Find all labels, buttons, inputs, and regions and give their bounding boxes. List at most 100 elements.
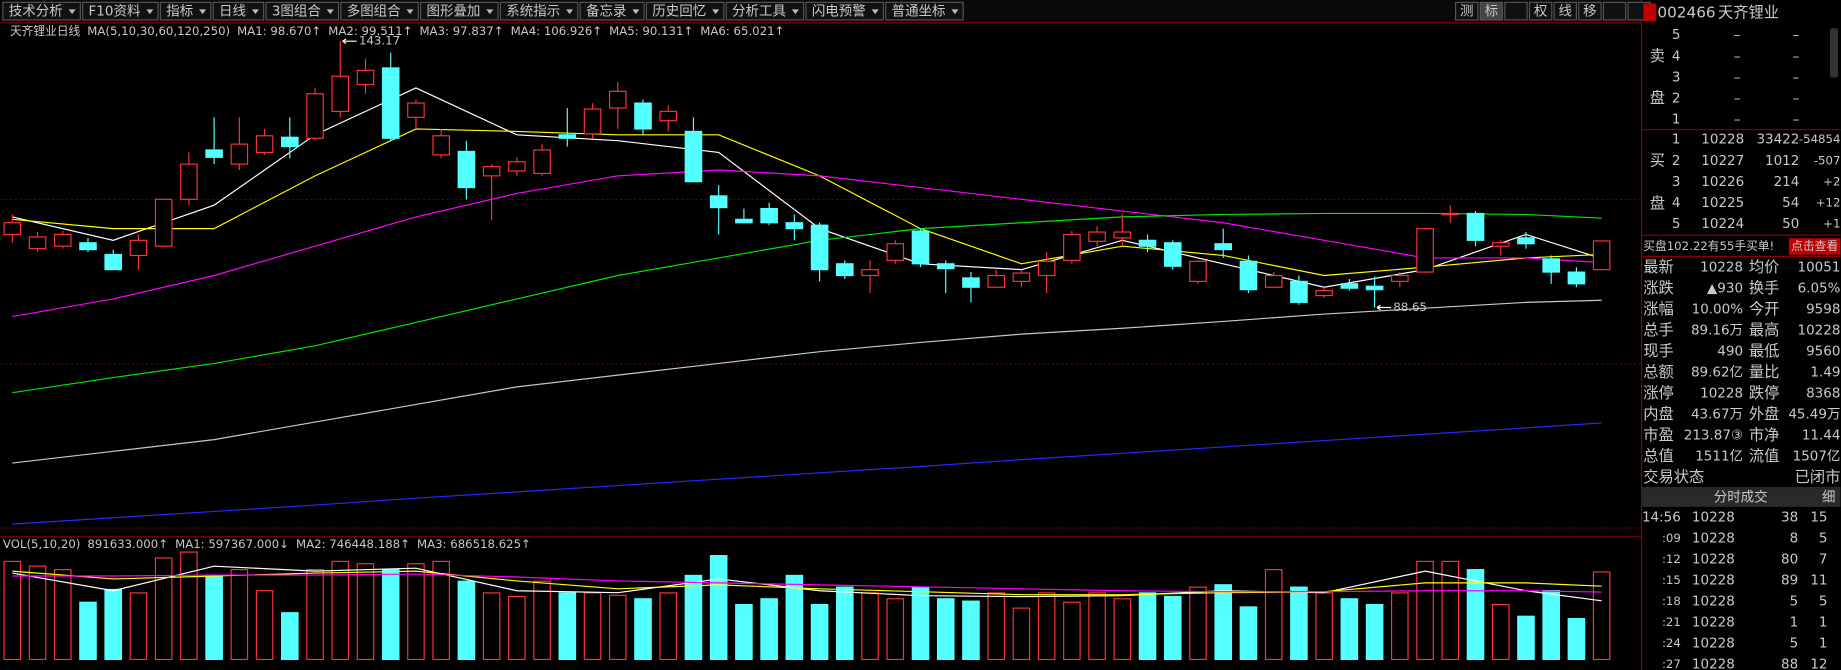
tool-button[interactable]: 线	[1553, 1, 1578, 21]
candle-body	[1088, 231, 1106, 242]
tool-icon[interactable]	[1504, 1, 1528, 21]
button-frame	[265, 1, 340, 21]
quote-text: –	[1734, 112, 1741, 128]
quote-text: 10227	[1701, 153, 1744, 169]
dropdown-arrow	[871, 9, 879, 15]
tool-button[interactable]: 权	[1528, 1, 1553, 21]
legend-text: MA3: 97.837↑	[419, 24, 503, 38]
candle	[785, 214, 804, 241]
volume-ma-line	[12, 570, 1602, 596]
quote-text: 89.16万	[1691, 323, 1743, 339]
quote-text: 跌停	[1749, 384, 1780, 402]
legend-text: 天齐锂业	[10, 24, 57, 38]
candle	[533, 144, 551, 176]
quote-text: 214	[1774, 174, 1800, 190]
tool-button[interactable]: 测	[1454, 1, 1479, 21]
quote-text: 5	[1672, 216, 1681, 232]
candle	[861, 260, 879, 294]
candle	[886, 240, 905, 264]
toolbar-button[interactable]: 指标	[159, 1, 212, 21]
button-frame	[420, 1, 499, 21]
legend-text: MA4: 106.926↑	[511, 24, 603, 38]
toolbar-button[interactable]: 日线	[212, 1, 265, 21]
volume-bar	[1517, 615, 1535, 661]
quote-text: 内盘	[1643, 405, 1674, 423]
tool-button[interactable]: 标	[1479, 1, 1504, 21]
quote-text: 10228	[1692, 614, 1735, 630]
quote-text: 外盘	[1749, 405, 1780, 423]
toolbar-button[interactable]: 多图组合	[340, 1, 419, 21]
quote-text: 今开	[1749, 300, 1780, 318]
candle	[306, 87, 324, 141]
toolbar-button[interactable]: 历史回忆	[645, 1, 725, 21]
volume-bar	[760, 598, 778, 661]
quote-text: 总额	[1643, 363, 1674, 381]
dropdown-arrow	[712, 9, 720, 15]
dropdown-arrow	[951, 9, 959, 15]
volume-bar	[1340, 598, 1359, 661]
volume-ma-line	[12, 573, 1602, 593]
candle-body	[886, 243, 905, 261]
quote-text: 10228	[1692, 509, 1735, 525]
toolbar-button[interactable]: 分析工具	[725, 1, 805, 21]
toolbar-button[interactable]: F10资料	[82, 1, 159, 21]
button-frame	[645, 1, 725, 21]
candle-body	[432, 135, 450, 156]
toolbar-button[interactable]: 普通坐标	[885, 1, 964, 21]
toolbar-button[interactable]: 技术分析	[2, 1, 81, 21]
volume-bar	[205, 574, 223, 661]
toolbar-button[interactable]: 3图组合	[265, 1, 340, 21]
quote-text: 45.49万	[1788, 407, 1840, 423]
scrollbar	[1829, 28, 1839, 78]
candle-body	[659, 110, 678, 122]
tool-label: 线	[1559, 4, 1573, 20]
quote-text: 10228	[1692, 635, 1735, 651]
quote-text: 1012	[1765, 153, 1799, 169]
notice-button[interactable]: 点击查看	[1788, 238, 1841, 255]
volume-bar	[684, 574, 703, 661]
candle-body	[1012, 272, 1031, 282]
toolbar-button[interactable]: 闪电预警	[805, 1, 884, 21]
candle	[936, 260, 955, 294]
quote-text: 已闭市	[1795, 468, 1841, 486]
trades-header	[1642, 488, 1841, 507]
candle	[558, 107, 577, 147]
quote-text: 10228	[1692, 551, 1735, 567]
quote-text: 1	[1819, 614, 1828, 630]
candle-body	[634, 102, 652, 130]
quote-text: 15	[1810, 509, 1827, 525]
candle	[28, 232, 47, 253]
quote-text: 买盘102.22有55手买单!	[1643, 239, 1774, 253]
candle-body	[1441, 212, 1460, 216]
tool-icon[interactable]	[1602, 1, 1627, 21]
tool-button[interactable]: 移	[1578, 1, 1602, 21]
quote-text: 4	[1672, 48, 1681, 64]
volume-bar	[180, 551, 198, 661]
candle	[457, 140, 476, 200]
legend-text: 日线	[57, 24, 81, 38]
button-frame	[1479, 1, 1504, 21]
toolbar-button[interactable]: 系统指示	[499, 1, 579, 21]
candle	[1567, 267, 1586, 288]
volume-bar	[1138, 592, 1157, 661]
tool-label: 测	[1460, 4, 1474, 20]
button-frame	[1553, 1, 1578, 21]
button-label: 多图组合	[347, 3, 401, 20]
quote-text: 33422	[1756, 132, 1799, 148]
volume-bar	[1037, 592, 1056, 661]
volume-bar	[1214, 584, 1233, 661]
annotation: 88.65	[1393, 300, 1427, 314]
legend-text: MA3: 686518.625↑	[417, 537, 531, 551]
quote-text: –	[1734, 27, 1741, 43]
candle-body	[482, 165, 501, 177]
toolbar-button[interactable]: 图形叠加	[420, 1, 499, 21]
quote-text: 8368	[1806, 386, 1840, 402]
toolbar-button[interactable]: 备忘录	[579, 1, 645, 21]
volume-bar	[936, 598, 955, 661]
candle-body	[255, 135, 274, 154]
quote-text: 现手	[1643, 342, 1674, 360]
candle	[53, 231, 72, 249]
quote-text: 5	[1790, 635, 1799, 651]
